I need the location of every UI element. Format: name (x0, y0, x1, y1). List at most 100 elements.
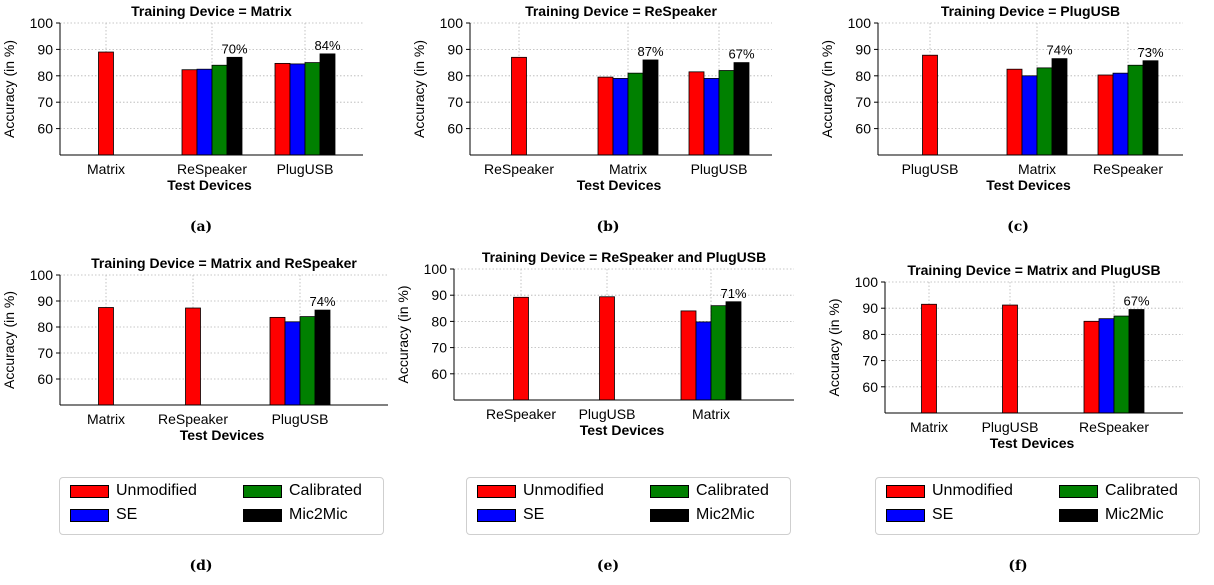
legend-swatch-mic2mic (650, 509, 689, 522)
legend-d: Unmodified SE Calibrated Mic2Mic (59, 477, 384, 535)
x-axis-label: Test Devices (990, 435, 1075, 451)
legend-label-unmodified: Unmodified (116, 482, 197, 499)
y-tick-label: 90 (447, 41, 463, 57)
y-axis-label: Accuracy (in %) (395, 285, 411, 383)
x-tick-label: ReSpeaker (486, 406, 556, 422)
y-tick-label: 80 (862, 326, 878, 342)
y-tick-label: 80 (37, 319, 53, 335)
y-axis-label: Accuracy (in %) (1, 40, 17, 138)
chart-title: Training Device = ReSpeaker and PlugUSB (482, 249, 766, 265)
y-tick-label: 60 (37, 371, 53, 387)
y-tick-label: 70 (447, 94, 463, 110)
x-axis-label: Test Devices (180, 427, 265, 443)
chart-title: Training Device = Matrix and PlugUSB (907, 262, 1160, 278)
chart-panel-2: 60 70 80 90 100 ReSpeaker 87% Matrix 67% PlugUSB T… (411, 3, 772, 193)
caption-d: (d) (189, 558, 213, 574)
caption-c: (c) (1007, 219, 1029, 235)
y-tick-label: 90 (37, 41, 53, 57)
bar-plugusb-se (284, 321, 301, 406)
legend-swatch-se (477, 509, 516, 522)
y-tick-label: 100 (440, 15, 464, 31)
x-tick-label: Matrix (692, 406, 730, 422)
y-tick-label: 100 (855, 274, 879, 290)
legend-label-se: SE (932, 506, 954, 523)
legend-swatch-calibrated (650, 485, 689, 498)
y-tick-label: 70 (37, 345, 53, 361)
bar-matrix-unmodified (98, 307, 114, 406)
legend-swatch-unmodified (477, 485, 516, 498)
bar-respeaker-se (1098, 318, 1115, 414)
legend-swatch-se (886, 509, 925, 522)
bar-matrix-mic2mic (1051, 58, 1068, 156)
legend-label-mic2mic: Mic2Mic (696, 506, 755, 523)
data-label: 73% (1137, 45, 1163, 60)
x-tick-label: PlugUSB (691, 161, 748, 177)
caption-a: (a) (189, 219, 213, 235)
x-tick-label: PlugUSB (272, 411, 329, 427)
x-tick-label: ReSpeaker (177, 161, 247, 177)
x-tick-label: ReSpeaker (158, 411, 228, 427)
legend-swatch-unmodified (70, 485, 109, 498)
bar-plugusb-unmodified (688, 71, 705, 156)
x-axis-label: Test Devices (167, 177, 252, 193)
y-tick-label: 60 (37, 121, 53, 137)
y-tick-label: 100 (424, 261, 448, 277)
chart-title: Training Device = Matrix and ReSpeaker (91, 255, 357, 271)
y-tick-label: 90 (855, 41, 871, 57)
x-tick-label: PlugUSB (277, 161, 334, 177)
bar-plugusb-unmodified (269, 316, 286, 406)
chart-panel-5: 60 70 80 90 100 ReSpeaker PlugUSB 71% Matrix Trai… (395, 249, 794, 438)
caption-f: (f) (1008, 558, 1028, 574)
y-tick-label: 70 (37, 94, 53, 110)
x-tick-label: Matrix (87, 161, 125, 177)
y-tick-label: 70 (431, 340, 447, 356)
y-tick-label: 80 (431, 313, 447, 329)
legend-swatch-calibrated (243, 485, 282, 498)
y-tick-label: 100 (848, 15, 872, 31)
bar-plugusb-unmodified (599, 296, 615, 401)
y-tick-label: 70 (855, 94, 871, 110)
bar-respeaker-unmodified (181, 69, 198, 156)
bar-respeaker-se (1112, 72, 1129, 156)
x-axis-label: Test Devices (986, 177, 1071, 193)
legend-label-unmodified: Unmodified (523, 482, 604, 499)
legend-e: Unmodified SE Calibrated Mic2Mic (466, 477, 791, 535)
bar-matrix-unmodified (921, 303, 937, 414)
bar-respeaker-unmodified (185, 307, 201, 406)
x-tick-label: PlugUSB (579, 406, 636, 422)
bar-respeaker-unmodified (513, 296, 529, 401)
legend-swatch-mic2mic (1059, 509, 1098, 522)
y-tick-label: 60 (447, 121, 463, 137)
bar-plugusb-mic2mic (319, 53, 336, 156)
x-tick-label: Matrix (910, 419, 948, 435)
bar-matrix-calibrated (627, 72, 644, 156)
y-tick-label: 60 (431, 366, 447, 382)
legend-swatch-mic2mic (243, 509, 282, 522)
bar-plugusb-unmodified (1002, 304, 1018, 414)
bar-plugusb-calibrated (299, 316, 316, 406)
legend-label-calibrated: Calibrated (289, 482, 362, 499)
data-label: 84% (314, 38, 340, 53)
bar-plugusb-calibrated (718, 70, 735, 156)
bar-matrix-unmodified (597, 76, 614, 156)
bar-respeaker-se (196, 68, 213, 156)
bar-matrix-se (612, 78, 629, 156)
x-tick-label: Matrix (609, 161, 647, 177)
data-label: 74% (309, 294, 335, 309)
bar-matrix-calibrated (1036, 67, 1053, 156)
bar-plugusb-calibrated (304, 62, 321, 156)
x-axis-label: Test Devices (580, 422, 665, 438)
bar-respeaker-unmodified (1083, 320, 1100, 414)
x-tick-label: ReSpeaker (1079, 419, 1149, 435)
chart-title: Training Device = PlugUSB (941, 3, 1120, 19)
bar-respeaker-mic2mic (1128, 309, 1145, 414)
x-tick-label: Matrix (1018, 161, 1056, 177)
y-tick-label: 60 (855, 121, 871, 137)
x-tick-label: PlugUSB (982, 419, 1039, 435)
y-tick-label: 90 (431, 287, 447, 303)
data-label: 71% (720, 286, 746, 301)
data-label: 87% (637, 44, 663, 59)
y-axis-label: Accuracy (in %) (819, 40, 835, 138)
bar-respeaker-mic2mic (1142, 60, 1159, 156)
